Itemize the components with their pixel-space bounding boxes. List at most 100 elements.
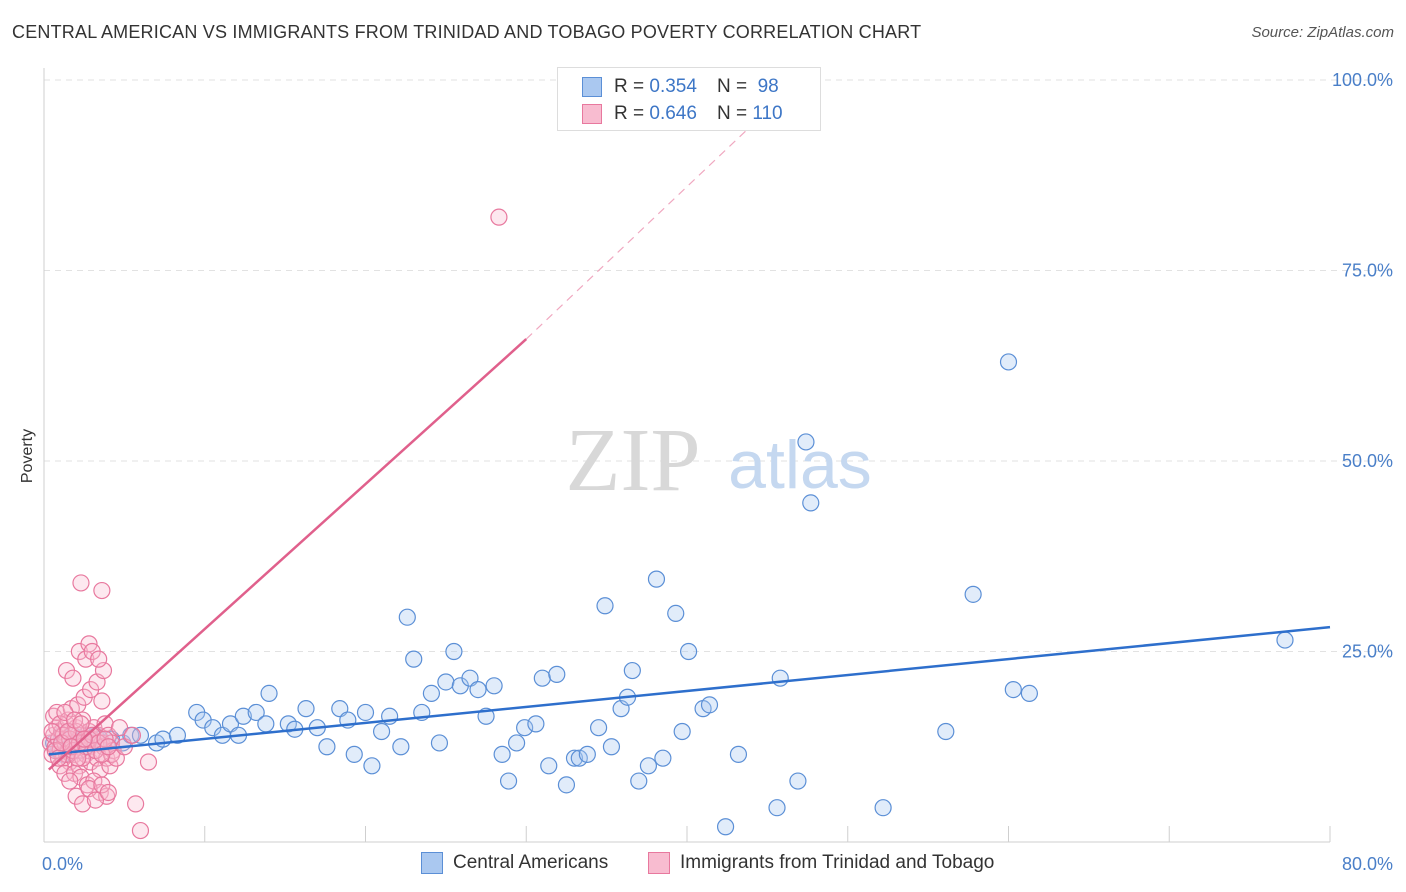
point-central-american: [469, 680, 487, 699]
point-central-american: [527, 715, 545, 733]
point-trinidad-tobago: [72, 574, 90, 592]
point-central-american: [398, 608, 416, 626]
point-trinidad-tobago: [490, 208, 508, 226]
point-central-american: [596, 597, 614, 615]
point-central-american: [372, 722, 391, 741]
point-central-american: [647, 570, 666, 588]
point-central-american: [260, 684, 278, 703]
point-central-american: [716, 818, 735, 836]
watermark-atlas: atlas: [728, 427, 872, 503]
grid-lines: [44, 79, 1392, 652]
point-central-american: [257, 715, 275, 733]
legend-swatch-pink: [648, 852, 670, 874]
legend-item-central-americans: Central Americans: [421, 850, 608, 876]
point-central-american: [422, 684, 441, 703]
y-tick-label: 75.0%: [1342, 261, 1393, 281]
point-trinidad-tobago: [72, 715, 90, 733]
point-central-american: [789, 772, 807, 790]
n-label: N =: [716, 103, 748, 124]
point-trinidad-tobago: [99, 783, 117, 802]
watermark-zip: ZIP: [566, 411, 701, 510]
y-tick-label: 100.0%: [1332, 70, 1393, 90]
point-central-american: [700, 696, 719, 714]
point-trinidad-tobago: [123, 726, 142, 744]
y-tick-label: 50.0%: [1342, 451, 1393, 471]
tick-labels: 25.0% 50.0% 75.0% 100.0% 0.0% 80.0%: [42, 70, 1393, 874]
point-central-american: [356, 703, 375, 722]
point-central-american: [602, 738, 621, 756]
point-central-american: [1020, 684, 1038, 703]
point-central-american: [168, 726, 187, 744]
point-central-american: [729, 745, 748, 763]
r-value-blue: 0.354: [649, 76, 697, 97]
point-central-american: [654, 749, 672, 767]
axes: [43, 68, 1331, 843]
trend-line-central-americans: [48, 625, 1331, 756]
point-central-american: [345, 745, 363, 763]
point-trinidad-tobago: [73, 795, 92, 813]
point-central-american: [623, 661, 641, 680]
r-value-pink: 0.646: [649, 103, 697, 124]
point-central-american: [768, 799, 786, 817]
point-central-american: [499, 772, 518, 790]
point-central-american: [578, 745, 596, 763]
point-trinidad-tobago: [93, 692, 111, 710]
point-trinidad-tobago: [69, 749, 87, 767]
point-central-american: [508, 734, 526, 752]
x-tick-label: 80.0%: [1342, 854, 1393, 874]
point-central-american: [639, 757, 658, 775]
point-trinidad-tobago: [93, 581, 111, 600]
source-label: Source: ZipAtlas.com: [1251, 24, 1394, 41]
y-tick-label: 25.0%: [1342, 642, 1393, 662]
point-trinidad-tobago: [61, 772, 79, 790]
point-central-american: [1276, 631, 1294, 649]
point-central-american: [445, 642, 463, 661]
point-central-american: [318, 738, 336, 756]
point-central-american: [548, 665, 566, 683]
legend-label-central-americans: Central Americans: [453, 852, 609, 873]
legend-swatch-blue: [421, 852, 443, 874]
point-central-american: [680, 642, 698, 661]
legend-swatch-blue: [582, 77, 602, 97]
point-central-american: [802, 494, 820, 512]
legend-stats: R = 0.354 N = 98 R = 0.646 N = 110: [557, 67, 821, 131]
point-central-american: [964, 585, 982, 603]
legend-label-trinidad-tobago: Immigrants from Trinidad and Tobago: [680, 852, 995, 873]
point-central-american: [630, 772, 648, 790]
point-central-american: [247, 703, 265, 722]
point-central-american: [485, 677, 503, 695]
point-central-american: [516, 719, 534, 737]
point-central-american: [797, 433, 815, 451]
point-central-american: [363, 757, 381, 775]
chart-title: CENTRAL AMERICAN VS IMMIGRANTS FROM TRIN…: [12, 22, 922, 42]
point-central-american: [673, 722, 691, 741]
point-trinidad-tobago: [90, 650, 108, 668]
n-value-blue: 98: [757, 76, 779, 97]
point-trinidad-tobago: [139, 753, 158, 771]
point-central-american: [234, 707, 252, 725]
point-central-american: [1004, 680, 1022, 699]
point-trinidad-tobago: [86, 791, 105, 809]
point-central-american: [297, 700, 315, 718]
legend-swatch-pink: [582, 104, 602, 124]
x-tick-label: 0.0%: [42, 854, 83, 874]
point-central-american: [392, 738, 410, 756]
point-central-american: [533, 669, 551, 687]
r-label: R =: [614, 76, 645, 97]
point-central-american: [405, 650, 423, 668]
legend-row-pink: R = 0.646 N = 110: [614, 101, 783, 127]
n-label: N =: [716, 76, 748, 97]
point-trinidad-tobago: [131, 821, 150, 840]
point-central-american: [937, 722, 955, 741]
point-central-american: [565, 749, 584, 767]
trend-line-trinidad-tobago: [47, 338, 528, 771]
point-central-american: [430, 734, 449, 752]
point-central-american: [589, 719, 608, 737]
point-central-american: [999, 353, 1018, 371]
point-central-american: [570, 749, 588, 767]
point-central-american: [437, 673, 455, 691]
r-label: R =: [614, 103, 645, 124]
point-central-american: [557, 776, 576, 794]
point-central-american: [493, 745, 511, 763]
